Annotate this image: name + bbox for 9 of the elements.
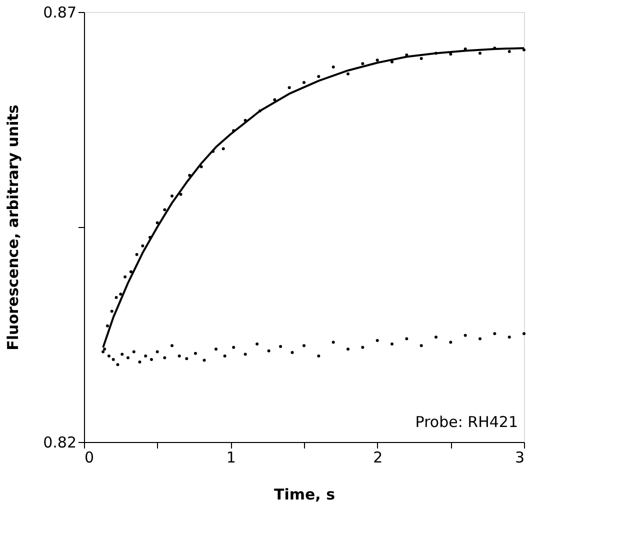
y-axis-title: Fluorescence, arbitrary units: [4, 104, 22, 350]
y-tick-label: 0.82: [43, 434, 76, 452]
x-axis-title: Time, s: [274, 486, 336, 504]
x-tick-label: 2: [373, 448, 383, 466]
x-tick-label: 1: [226, 448, 236, 466]
annotation: Probe: RH421: [415, 413, 518, 431]
x-tick-label: 3: [514, 448, 524, 466]
x-tick-label: 0: [84, 448, 94, 466]
y-tick-label: 0.87: [43, 4, 76, 22]
